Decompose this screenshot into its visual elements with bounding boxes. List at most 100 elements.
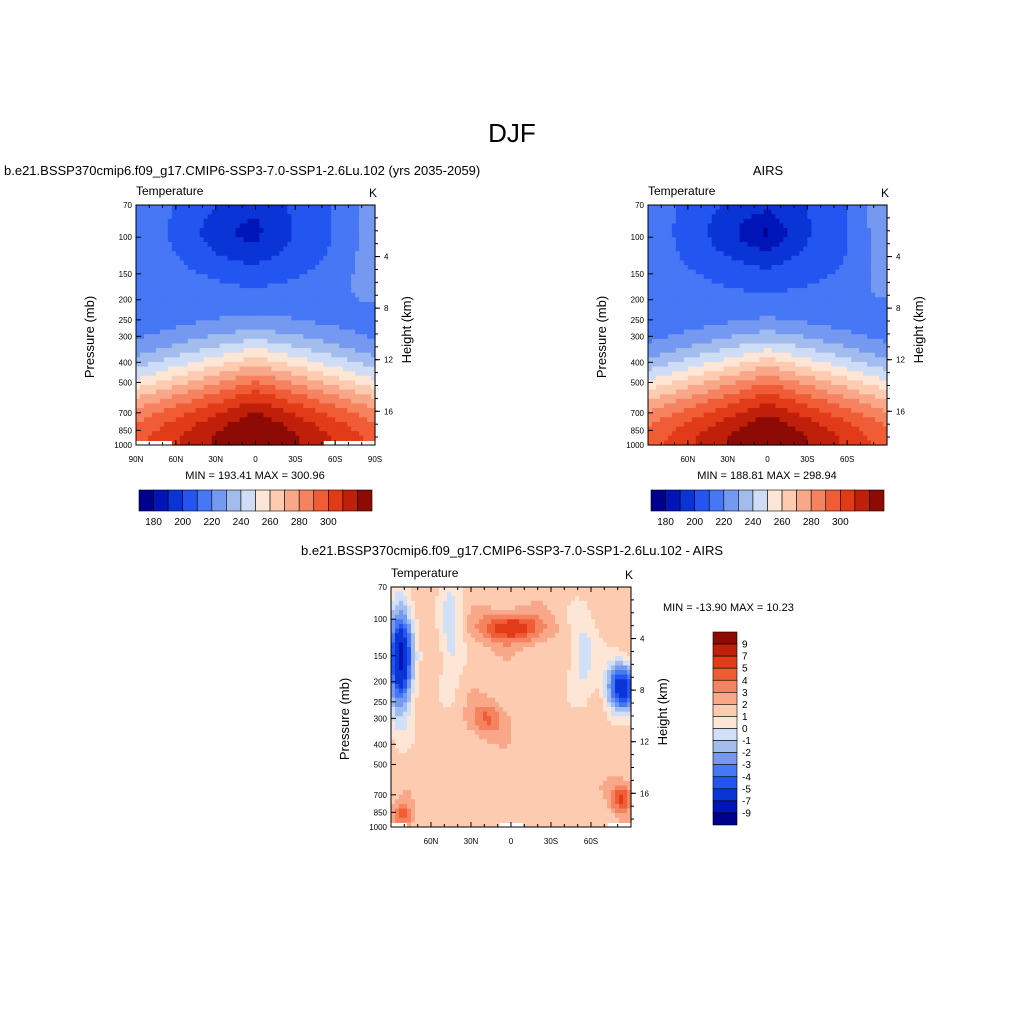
model-field-cell [247, 371, 253, 377]
model-field-cell [251, 209, 257, 215]
model-field-cell [263, 223, 269, 229]
obs-field-cell [723, 315, 729, 321]
model-field-cell [331, 297, 336, 303]
obs-field-cell [859, 297, 864, 303]
obs-field-cell [751, 292, 757, 298]
model-field-cell [159, 338, 165, 345]
obs-field-cell [875, 288, 880, 294]
obs-field-cell [791, 301, 796, 308]
model-field-cell [303, 237, 308, 243]
obs-field-cell [843, 218, 848, 225]
model-field-cell [347, 218, 352, 225]
model-field-cell [136, 412, 141, 418]
model-field-cell [355, 398, 360, 405]
model-field-cell [143, 232, 149, 238]
model-field-cell [295, 297, 300, 303]
model-field-cell [136, 398, 141, 405]
obs-field-cell [759, 325, 765, 331]
model-field-cell [315, 348, 320, 354]
obs-field-cell [723, 246, 729, 252]
obs-field-cell [827, 265, 832, 271]
model-field-cell [243, 223, 249, 229]
model-field-cell [207, 223, 213, 229]
model-field-cell [363, 431, 368, 437]
model-field-cell [191, 380, 197, 386]
obs-field-cell [659, 260, 665, 266]
obs-field-cell [755, 251, 761, 257]
model-field-cell [255, 398, 261, 405]
model-field-cell [367, 218, 372, 225]
model-field-cell [179, 371, 185, 377]
model-field-cell [195, 237, 201, 243]
obs-field-cell [675, 283, 681, 289]
obs-field-cell [847, 228, 852, 234]
obs-field-cell [815, 255, 820, 261]
model-field-cell [255, 329, 261, 335]
model-field-cell [243, 320, 249, 326]
model-field-cell [355, 389, 360, 395]
model-field-cell [363, 348, 368, 354]
model-field-cell [279, 274, 284, 280]
obs-field-cell [883, 241, 888, 248]
model-field-cell [151, 283, 157, 289]
model-field-cell [251, 431, 257, 437]
model-field-cell [139, 306, 145, 312]
model-field-cell [239, 214, 245, 220]
obs-field-cell [739, 329, 745, 335]
model-field-cell [207, 301, 213, 308]
model-field-cell [139, 421, 145, 428]
obs-field-cell [683, 311, 689, 317]
obs-field-cell [655, 320, 661, 326]
model-field-cell [159, 214, 165, 220]
model-field-cell [351, 338, 356, 345]
obs-field-cell [663, 260, 669, 266]
obs-field-cell [879, 255, 884, 261]
model-field-cell [211, 265, 217, 271]
obs-field-cell [667, 228, 673, 234]
model-field-cell [275, 297, 280, 303]
model-field-cell [307, 426, 312, 432]
model-field-cell [263, 357, 269, 363]
model-field-cell [299, 394, 304, 400]
model-field-cell [307, 246, 312, 252]
model-field-cell [199, 232, 205, 238]
model-field-cell [143, 306, 149, 312]
obs-field-cell [755, 265, 761, 271]
model-field-cell [347, 260, 352, 266]
model-field-cell [215, 408, 221, 414]
obs-field-cell [743, 260, 749, 266]
model-field-cell [179, 214, 185, 220]
obs-field-cell [651, 297, 657, 303]
model-field-cell [351, 246, 356, 252]
obs-field-cell [687, 260, 693, 266]
model-field-cell [327, 334, 332, 340]
model-field-cell [139, 292, 145, 298]
model-field-cell [319, 426, 324, 432]
model-field-cell [211, 325, 217, 331]
obs-field-cell [819, 297, 824, 303]
obs-field-cell [879, 251, 884, 257]
model-field-cell [323, 371, 328, 377]
model-field-cell [187, 398, 193, 405]
obs-field-cell [723, 241, 729, 248]
obs-field-cell [803, 241, 808, 248]
obs-field-cell [651, 241, 657, 248]
model-field-cell [327, 431, 332, 437]
model-field-cell [267, 412, 273, 418]
model-field-cell [275, 394, 280, 400]
model-field-cell [319, 283, 324, 289]
obs-field-cell [699, 292, 705, 298]
obs-field-cell [671, 288, 677, 294]
model-field-cell [315, 338, 320, 345]
obs-field-cell [648, 218, 653, 225]
obs-field-cell [783, 283, 789, 289]
obs-field-cell [883, 311, 888, 317]
model-field-cell [239, 283, 245, 289]
obs-field-cell [807, 255, 812, 261]
model-field-cell [143, 334, 149, 340]
obs-field-cell [695, 278, 701, 285]
obs-field-cell [863, 209, 868, 215]
obs-field-cell [875, 214, 880, 220]
obs-field-cell [691, 232, 697, 238]
model-field-cell [287, 209, 292, 215]
